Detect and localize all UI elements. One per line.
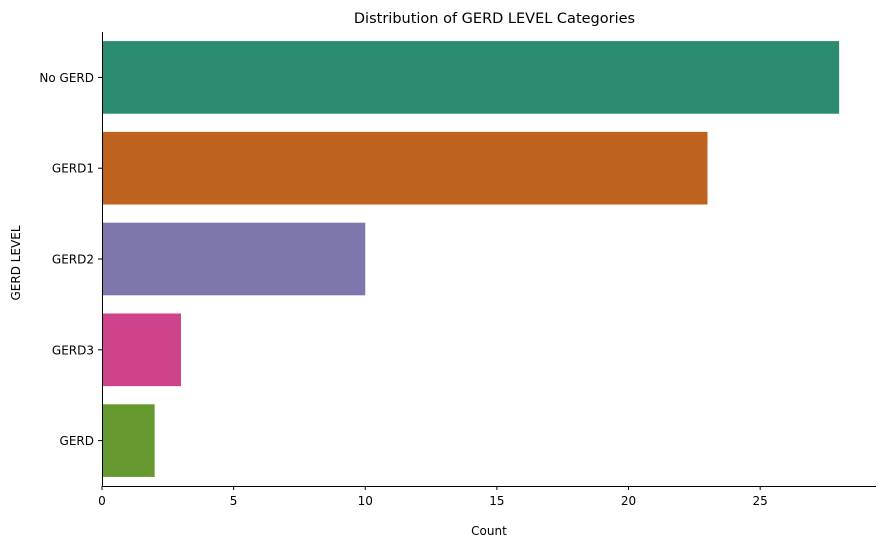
- bar-no-gerd: [102, 41, 840, 114]
- x-tick-label: 25: [753, 494, 768, 508]
- bars-group: [102, 41, 840, 477]
- x-tick-label: 20: [621, 494, 636, 508]
- x-tick-label: 15: [489, 494, 504, 508]
- y-axis-label: GERD LEVEL: [9, 225, 23, 300]
- x-tick-label: 0: [98, 494, 106, 508]
- x-axis-label: Count: [471, 524, 507, 538]
- bar-gerd2: [102, 222, 366, 296]
- chart-title: Distribution of GERD LEVEL Categories: [354, 11, 635, 27]
- bar-gerd: [102, 404, 155, 477]
- y-tick-label: No GERD: [39, 71, 94, 85]
- y-tick-label: GERD3: [52, 343, 94, 357]
- bar-gerd3: [102, 313, 181, 387]
- y-tick-label: GERD2: [52, 253, 94, 267]
- bar-gerd1: [102, 131, 708, 205]
- x-ticks-group: 0 5 10 15 20 25: [98, 486, 768, 508]
- y-tick-label: GERD1: [52, 162, 94, 176]
- y-tick-label: GERD: [60, 434, 94, 448]
- x-tick-label: 5: [230, 494, 238, 508]
- x-tick-label: 10: [358, 494, 373, 508]
- y-ticks-group: No GERD GERD1 GERD2 GERD3 GERD: [39, 71, 102, 448]
